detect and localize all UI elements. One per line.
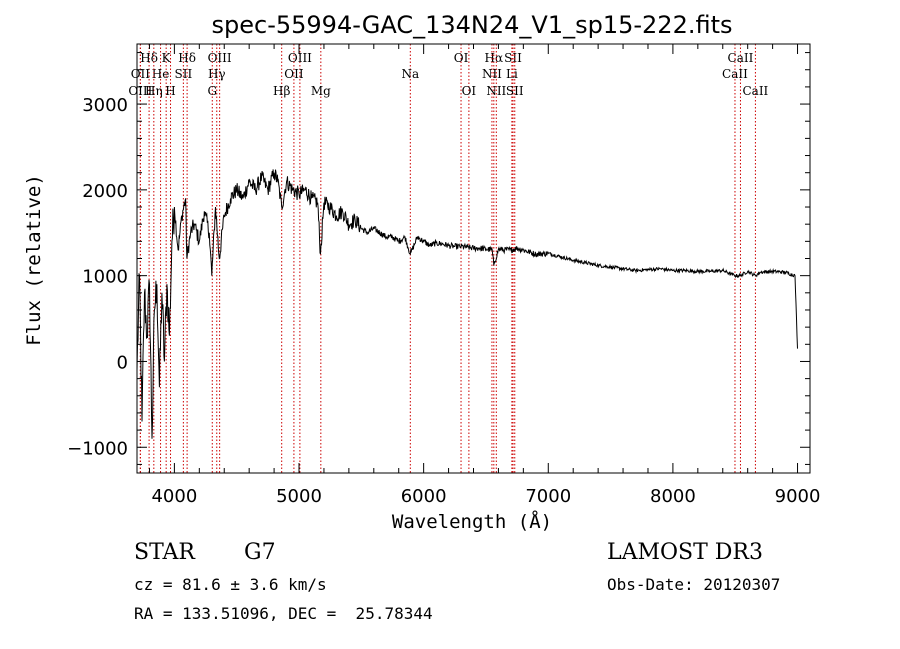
spectral-line-label: H xyxy=(165,84,175,98)
flux-series-line xyxy=(136,169,798,439)
sky-coordinates: RA = 133.51096, DEC = 25.78344 xyxy=(134,604,433,623)
spectral-line-label: He xyxy=(152,67,170,81)
x-tick-label: 7000 xyxy=(525,486,571,507)
axes-ticks-layer: 4000 5000 6000 7000 8000 9000 −1000 0 1000 2000 30… xyxy=(67,44,820,507)
x-tick-label: 5000 xyxy=(276,486,322,507)
object-subclass: G7 xyxy=(244,540,276,565)
spectral-line-label: SII xyxy=(504,51,522,65)
spectral-line-label: Hβ xyxy=(273,84,290,98)
object-class: STAR xyxy=(134,540,195,565)
spectral-line-label: CaII xyxy=(728,51,754,65)
spectral-line-label: Hδ xyxy=(140,51,158,65)
spectral-line-label: OIII xyxy=(208,51,232,65)
plot-frame xyxy=(136,43,811,474)
series-layer xyxy=(136,169,798,439)
y-tick-label: 3000 xyxy=(82,95,128,116)
spectral-line-label: K xyxy=(162,51,172,65)
spectral-line-label: Hα xyxy=(485,51,504,65)
spectral-line-label: Hδ xyxy=(178,51,196,65)
spectral-line-label: SII xyxy=(506,84,524,98)
spectral-line-label: OII xyxy=(284,67,304,81)
redshift-value: cz = 81.6 ± 3.6 km/s xyxy=(134,575,327,594)
survey-name: LAMOST DR3 xyxy=(607,540,763,565)
spectral-line-label: OII xyxy=(131,67,151,81)
spectral-line-label: OI xyxy=(454,51,469,65)
spectral-line-label: Na xyxy=(401,67,419,81)
observation-date: Obs-Date: 20120307 xyxy=(607,575,781,594)
spectral-line-label: NII xyxy=(486,84,506,98)
y-tick-label: 1000 xyxy=(82,267,128,288)
spectral-line-label: OIII xyxy=(128,84,152,98)
spectral-line-label: Li xyxy=(506,67,518,81)
y-tick-label: 0 xyxy=(117,352,128,373)
x-tick-label: 6000 xyxy=(401,486,447,507)
spectral-line-label: Hη xyxy=(145,84,163,98)
spectral-line-label: Hγ xyxy=(208,67,226,81)
spectral-line-label: Mg xyxy=(311,84,331,98)
chart-title: spec-55994-GAC_134N24_V1_sp15-222.fits xyxy=(212,11,733,39)
y-tick-label: −1000 xyxy=(67,438,128,459)
spectral-line-label: CaII xyxy=(722,67,748,81)
spectral-line-label: OI xyxy=(462,84,477,98)
x-tick-label: 4000 xyxy=(151,486,197,507)
spectral-line-label: G xyxy=(207,84,217,98)
y-axis-label: Flux (relative) xyxy=(23,174,45,346)
spectral-line-label: SII xyxy=(175,67,193,81)
spectral-line-label: CaII xyxy=(742,84,768,98)
x-tick-label: 9000 xyxy=(775,486,821,507)
y-tick-label: 2000 xyxy=(82,181,128,202)
spectral-line-label: OIII xyxy=(288,51,312,65)
spectral-line-label: NII xyxy=(482,67,502,81)
x-axis-label: Wavelength (Å) xyxy=(392,510,552,533)
x-tick-label: 8000 xyxy=(650,486,696,507)
